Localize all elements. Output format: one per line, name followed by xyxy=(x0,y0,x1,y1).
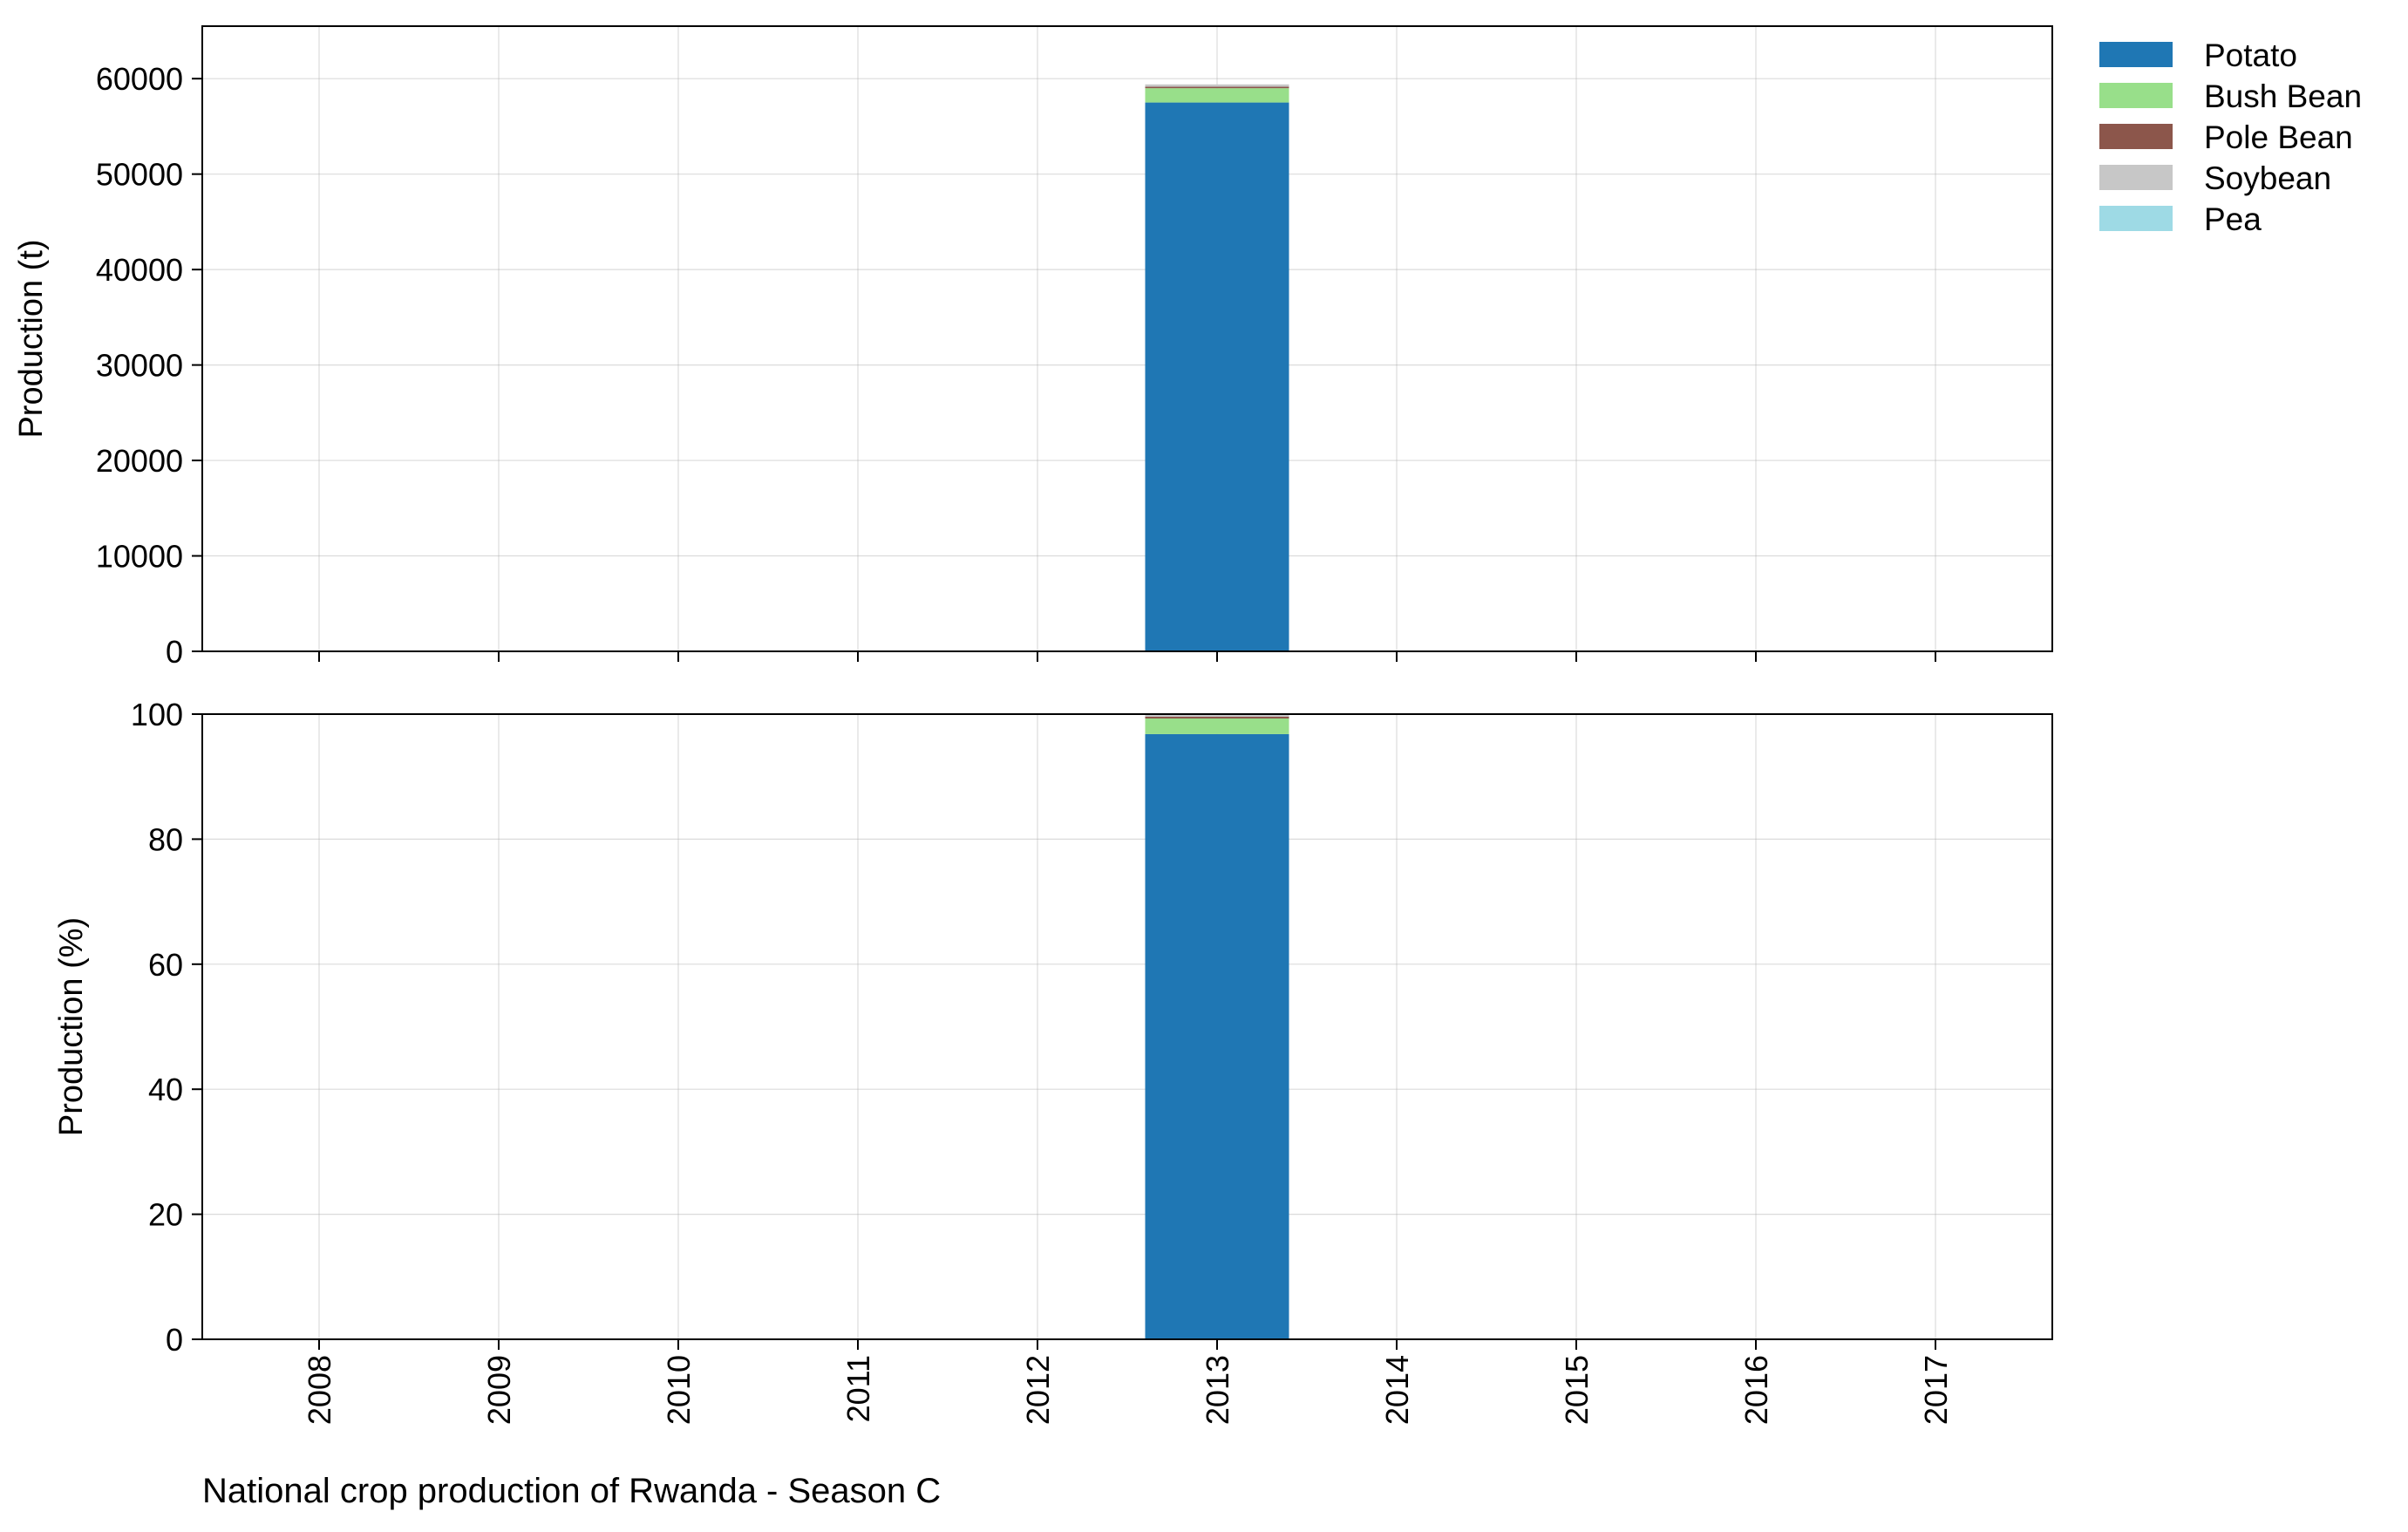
legend-label-pole-bean: Pole Bean xyxy=(2204,119,2353,155)
x-tick-label-2009: 2009 xyxy=(481,1355,517,1425)
legend-swatch-pea xyxy=(2099,206,2173,231)
x-tick-label-2011: 2011 xyxy=(840,1355,876,1422)
legend: Potato Bush Bean Pole Bean Soybean Pea xyxy=(2099,37,2362,237)
legend-label-bush-bean: Bush Bean xyxy=(2204,78,2362,114)
y-tick-label: 60 xyxy=(148,947,183,983)
x-tick-label-2013: 2013 xyxy=(1200,1355,1235,1425)
legend-label-potato: Potato xyxy=(2204,37,2297,73)
plot-frame xyxy=(201,25,2053,652)
x-tick-label-2012: 2012 xyxy=(1020,1355,1056,1425)
y-tick-label: 10000 xyxy=(96,539,183,575)
y-axis-label: Production (%) xyxy=(53,917,90,1136)
y-tick-label: 60000 xyxy=(96,61,183,97)
legend-label-pea: Pea xyxy=(2204,201,2262,237)
y-axis-label: Production (t) xyxy=(13,239,50,438)
x-axis-tick-labels: 2008 2009 2010 2011 2012 2013 2014 2015 2016 2017 xyxy=(302,1355,1954,1425)
bar-bush-bean-2013 xyxy=(1145,718,1289,734)
bar-potato-2013 xyxy=(1145,733,1289,1339)
figure-caption: National crop production of Rwanda - Sea… xyxy=(202,1472,941,1510)
legend-label-soybean: Soybean xyxy=(2204,160,2331,196)
plot-frame xyxy=(201,713,2053,1340)
y-tick-label: 40 xyxy=(148,1072,183,1107)
x-tick-label-2017: 2017 xyxy=(1918,1355,1954,1425)
bar-soybean-2013 xyxy=(1145,84,1289,87)
y-tick-label: 40000 xyxy=(96,252,183,288)
legend-swatch-bush-bean xyxy=(2099,83,2173,108)
y-tick-label: 20 xyxy=(148,1197,183,1233)
bar-pole-bean-2013 xyxy=(1145,86,1289,89)
y-tick-label: 0 xyxy=(166,1322,183,1358)
bar-pole-bean-2013 xyxy=(1145,716,1289,719)
y-tick-label: 80 xyxy=(148,821,183,857)
production-tonnes-panel: 0 10000 20000 30000 40000 50000 60000 Productio… xyxy=(13,25,2053,670)
x-tick-label-2014: 2014 xyxy=(1379,1355,1415,1425)
x-tick-label-2010: 2010 xyxy=(661,1355,697,1425)
production-percent-panel: 0 20 40 60 80 100 Production (%) xyxy=(53,697,2053,1358)
legend-swatch-potato xyxy=(2099,42,2173,67)
bar-potato-2013 xyxy=(1145,102,1289,652)
x-tick-label-2015: 2015 xyxy=(1559,1355,1595,1425)
y-tick-label: 0 xyxy=(166,634,183,670)
x-tick-label-2008: 2008 xyxy=(302,1355,337,1425)
bar-bush-bean-2013 xyxy=(1145,88,1289,103)
legend-swatch-pole-bean xyxy=(2099,124,2173,149)
y-tick-label: 30000 xyxy=(96,348,183,384)
y-tick-label: 100 xyxy=(131,697,183,732)
y-tick-label: 50000 xyxy=(96,157,183,193)
bar-soybean-2013 xyxy=(1145,714,1289,717)
y-tick-label: 20000 xyxy=(96,443,183,479)
x-tick-label-2016: 2016 xyxy=(1738,1355,1774,1425)
legend-swatch-soybean xyxy=(2099,165,2173,190)
